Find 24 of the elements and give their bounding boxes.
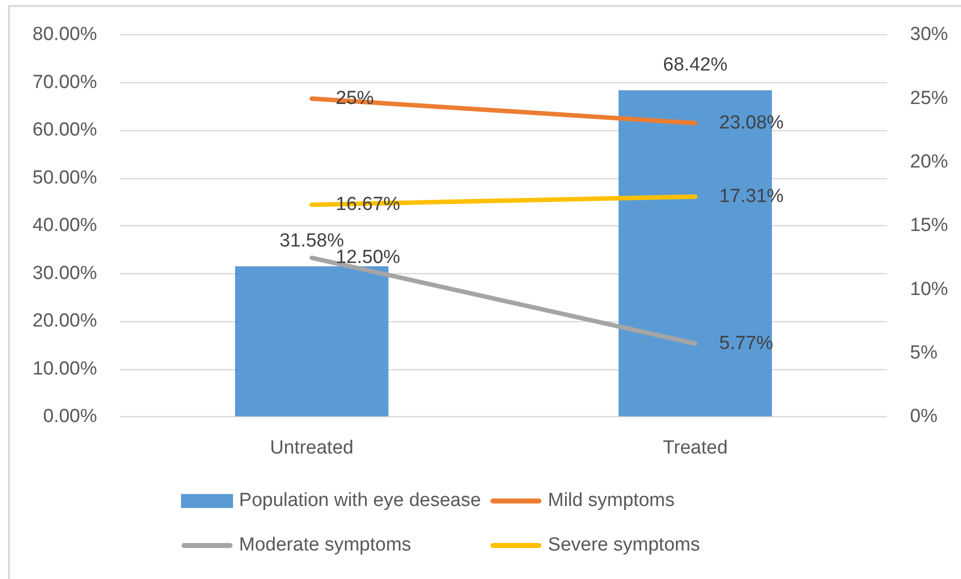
x-tick-label: Untreated <box>270 438 354 459</box>
y2-tick-label: 20% <box>910 152 948 173</box>
y2-tick-label: 5% <box>910 342 938 364</box>
y-tick-label: 50.00% <box>32 167 98 188</box>
y-tick-label: 70.00% <box>32 72 98 93</box>
y-tick-label: 30.00% <box>32 262 98 284</box>
data-label: 12.50% <box>336 247 400 268</box>
x-tick-label: Treated <box>662 438 728 459</box>
y-tick-label: 20.00% <box>32 310 98 332</box>
y-tick-label: 60.00% <box>32 120 98 141</box>
y-tick-label: 0.00% <box>43 406 98 428</box>
data-label: 68.42% <box>663 54 728 76</box>
y2-tick-label: 25% <box>910 88 948 109</box>
legend-label: Population with eye desease <box>239 490 481 512</box>
y-tick-label: 40.00% <box>32 215 98 236</box>
legend-label: Moderate symptoms <box>239 534 412 556</box>
y-tick-label: 10.00% <box>32 358 98 380</box>
y-tick-label: 80.00% <box>32 24 98 46</box>
legend-label: Mild symptoms <box>548 490 675 512</box>
y2-tick-label: 30% <box>910 24 948 46</box>
y2-tick-label: 15% <box>910 215 948 236</box>
y2-tick-label: 0% <box>910 406 938 428</box>
y2-tick-label: 10% <box>910 278 948 300</box>
legend-label: Severe symptoms <box>548 534 700 556</box>
